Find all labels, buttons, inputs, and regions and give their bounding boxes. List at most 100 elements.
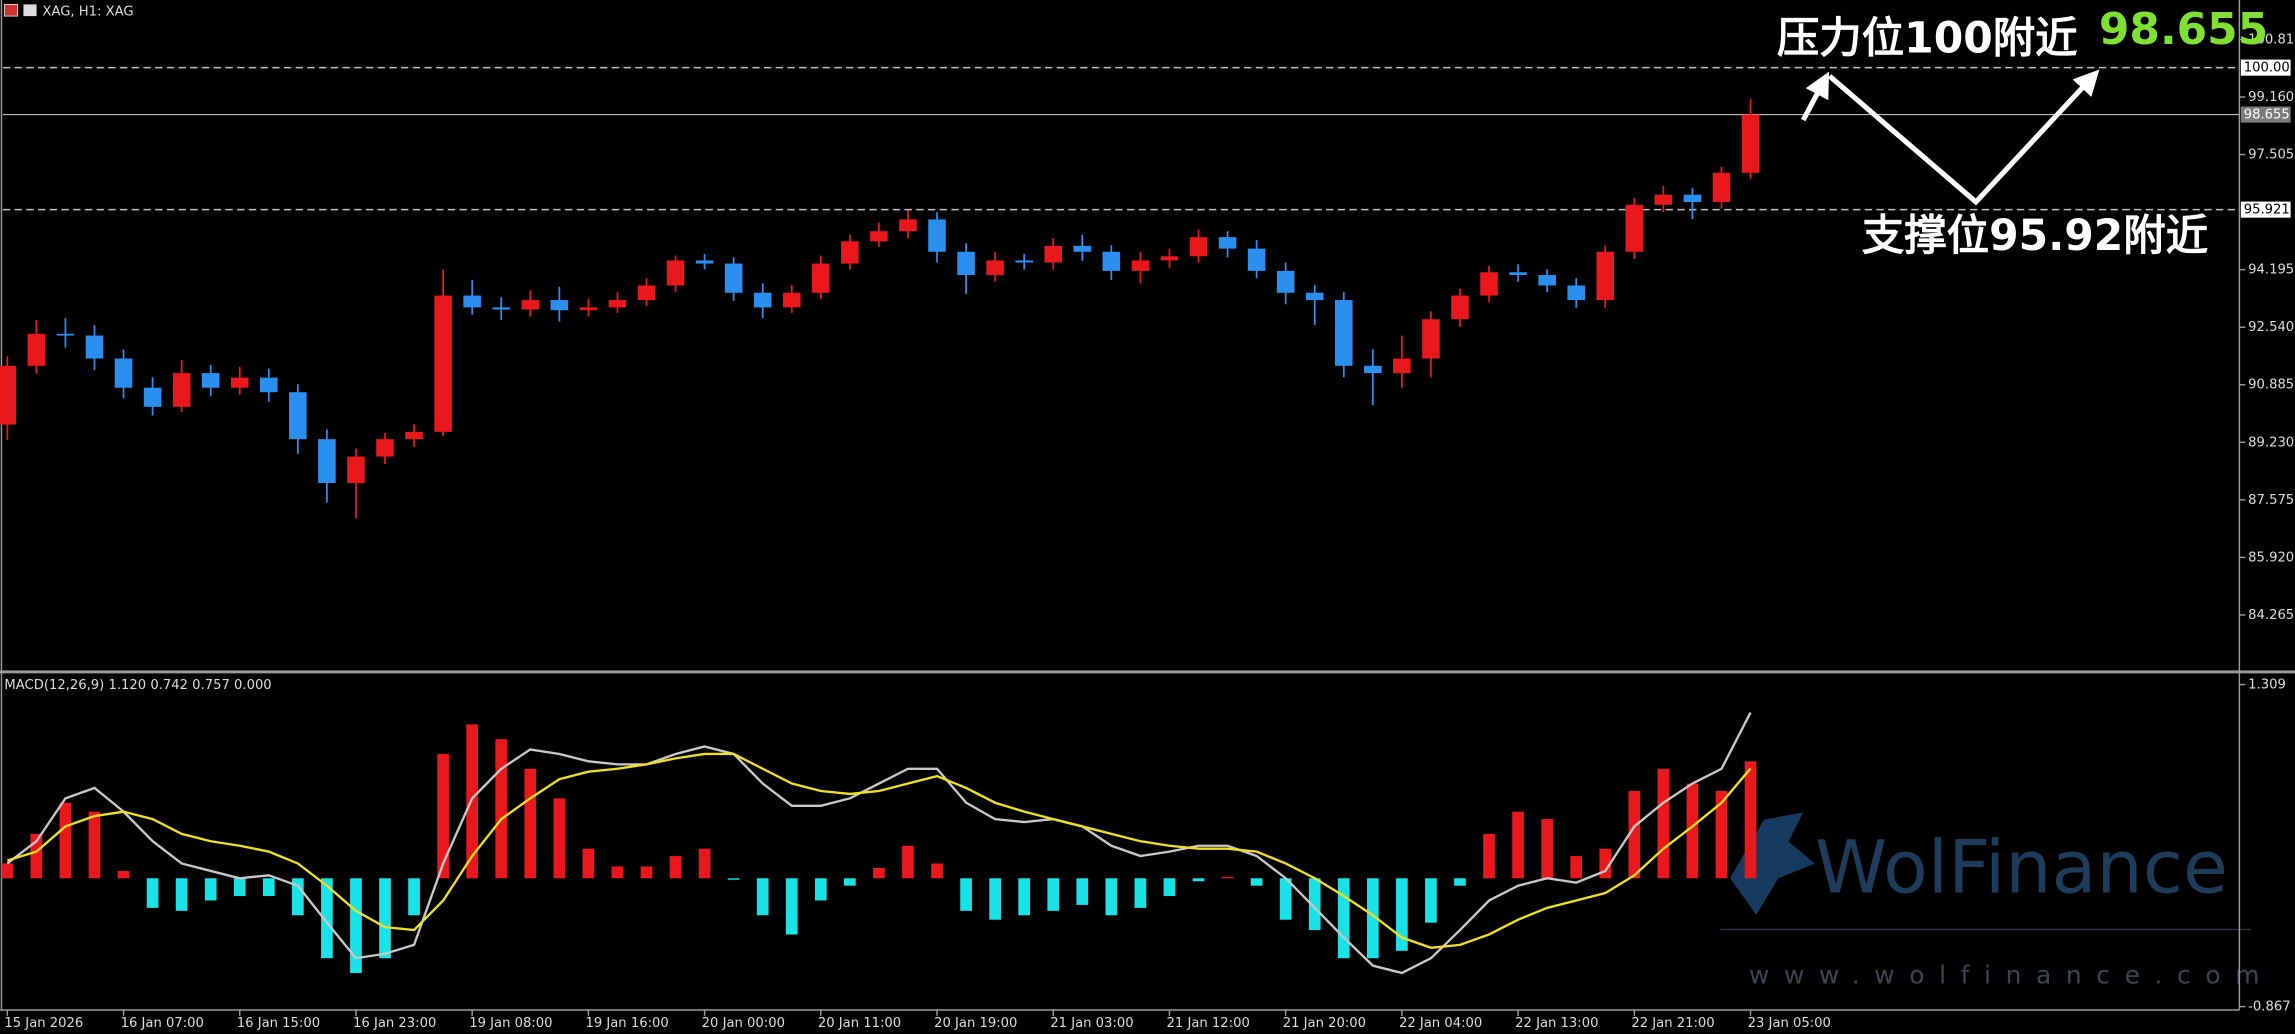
watermark-logo bbox=[1730, 812, 1815, 915]
x-tick-label: 22 Jan 04:00 bbox=[1399, 1016, 1482, 1031]
candle-body bbox=[637, 285, 656, 301]
candle-body bbox=[1625, 204, 1644, 252]
histogram-bar bbox=[873, 867, 885, 879]
histogram-bar bbox=[844, 878, 856, 886]
candle-body bbox=[928, 219, 946, 252]
candle-body bbox=[1509, 272, 1527, 276]
candle-body bbox=[753, 292, 772, 308]
histogram-bar bbox=[960, 878, 972, 911]
histogram-bar bbox=[291, 878, 304, 916]
candle-body bbox=[1712, 172, 1731, 203]
histogram-bar bbox=[727, 878, 740, 880]
price-box bbox=[2240, 106, 2291, 123]
histogram-bar bbox=[1744, 761, 1757, 879]
price-box bbox=[2240, 59, 2291, 76]
y-tick-label: 1.309 bbox=[2248, 678, 2286, 693]
candle-body bbox=[318, 439, 336, 483]
x-tick-label: 16 Jan 15:00 bbox=[237, 1016, 320, 1031]
candle-body bbox=[579, 307, 598, 311]
histogram-bar bbox=[1192, 878, 1205, 882]
histogram-bar bbox=[1483, 833, 1495, 879]
histogram-bar bbox=[1018, 878, 1031, 916]
macd-line bbox=[6, 712, 1752, 975]
histogram-bar bbox=[437, 753, 449, 879]
price-box-label: 100.005 bbox=[2244, 61, 2295, 76]
histogram-bar bbox=[1047, 878, 1060, 911]
candle-body bbox=[1247, 248, 1266, 271]
candle-body bbox=[782, 292, 801, 308]
symbol-icon bbox=[3, 3, 19, 17]
histogram-bar bbox=[233, 878, 246, 897]
histogram-bar bbox=[785, 878, 798, 935]
x-tick-label: 19 Jan 16:00 bbox=[585, 1016, 668, 1031]
x-tick-label: 16 Jan 23:00 bbox=[353, 1016, 436, 1031]
histogram-bar bbox=[1279, 878, 1292, 920]
histogram-bar bbox=[1, 863, 14, 879]
candle-body bbox=[114, 358, 133, 388]
histogram-bar bbox=[1366, 878, 1379, 959]
histogram-bar bbox=[989, 878, 1001, 920]
histogram-bar bbox=[1715, 790, 1728, 879]
candle-body bbox=[143, 387, 162, 407]
histogram-bar bbox=[1541, 819, 1554, 879]
y-tick-label: 87.575 bbox=[2248, 493, 2294, 508]
histogram-bar bbox=[204, 878, 217, 901]
candle-body bbox=[812, 263, 830, 293]
candle-body bbox=[1160, 256, 1179, 261]
candle-body bbox=[1683, 194, 1702, 203]
histogram-bar bbox=[582, 848, 595, 879]
y-tick-label: 97.505 bbox=[2248, 148, 2294, 163]
candle-body bbox=[1189, 237, 1208, 257]
histogram-bar bbox=[175, 878, 188, 911]
x-tick-label: 15 Jan 2026 bbox=[4, 1016, 83, 1031]
price-box-label: 95.921 bbox=[2244, 203, 2290, 218]
x-tick-label: 20 Jan 19:00 bbox=[934, 1016, 1017, 1031]
watermark-url: www.wolfinance.com bbox=[1749, 960, 2274, 989]
candle-body bbox=[85, 335, 104, 359]
candle-body bbox=[260, 377, 278, 393]
candle-body bbox=[347, 456, 365, 483]
histogram-bar bbox=[814, 878, 827, 901]
candle-body bbox=[550, 300, 569, 311]
histogram-bar bbox=[466, 724, 479, 879]
x-tick-label: 22 Jan 13:00 bbox=[1515, 1016, 1598, 1031]
candle-body bbox=[1393, 358, 1411, 374]
candle-body bbox=[724, 263, 743, 293]
candle-body bbox=[56, 333, 75, 336]
candle-body bbox=[289, 392, 307, 440]
candle-body bbox=[434, 295, 452, 432]
histogram-bar bbox=[756, 878, 769, 916]
histogram-bar bbox=[30, 833, 43, 879]
y-tick-label: 94.195 bbox=[2248, 263, 2294, 278]
histogram-bar bbox=[1657, 768, 1670, 879]
histogram-bar bbox=[350, 878, 362, 973]
candle-body bbox=[1538, 275, 1556, 286]
candle-body bbox=[0, 365, 17, 425]
histogram-bar bbox=[611, 866, 624, 879]
y-tick-label: 84.265 bbox=[2248, 608, 2294, 623]
candle-body bbox=[1451, 295, 1469, 320]
price-box bbox=[2240, 201, 2291, 218]
candle-body bbox=[1073, 245, 1092, 252]
histogram-bar bbox=[1076, 878, 1089, 905]
candle-body bbox=[1102, 251, 1121, 271]
histogram-bar bbox=[931, 863, 943, 879]
x-tick-label: 20 Jan 00:00 bbox=[702, 1016, 785, 1031]
histogram-bar bbox=[1512, 811, 1524, 879]
candle-body bbox=[870, 231, 888, 242]
candle-body bbox=[1044, 245, 1063, 263]
support-note: 支撑位95.92附近 bbox=[1862, 212, 2208, 261]
histogram-bar bbox=[1308, 878, 1321, 931]
histogram-bar bbox=[1628, 790, 1641, 879]
candle-body bbox=[899, 219, 917, 232]
y-tick-label: 92.540 bbox=[2248, 320, 2294, 335]
resistance-note: 压力位100附近 bbox=[1777, 14, 2078, 63]
histogram-bar bbox=[640, 866, 653, 879]
y-tick-label: 85.920 bbox=[2248, 550, 2294, 565]
candle-body bbox=[405, 431, 423, 440]
y-tick-label: 100.815 bbox=[2248, 32, 2295, 47]
histogram-bar bbox=[1599, 848, 1612, 879]
candle-body bbox=[1218, 237, 1237, 249]
